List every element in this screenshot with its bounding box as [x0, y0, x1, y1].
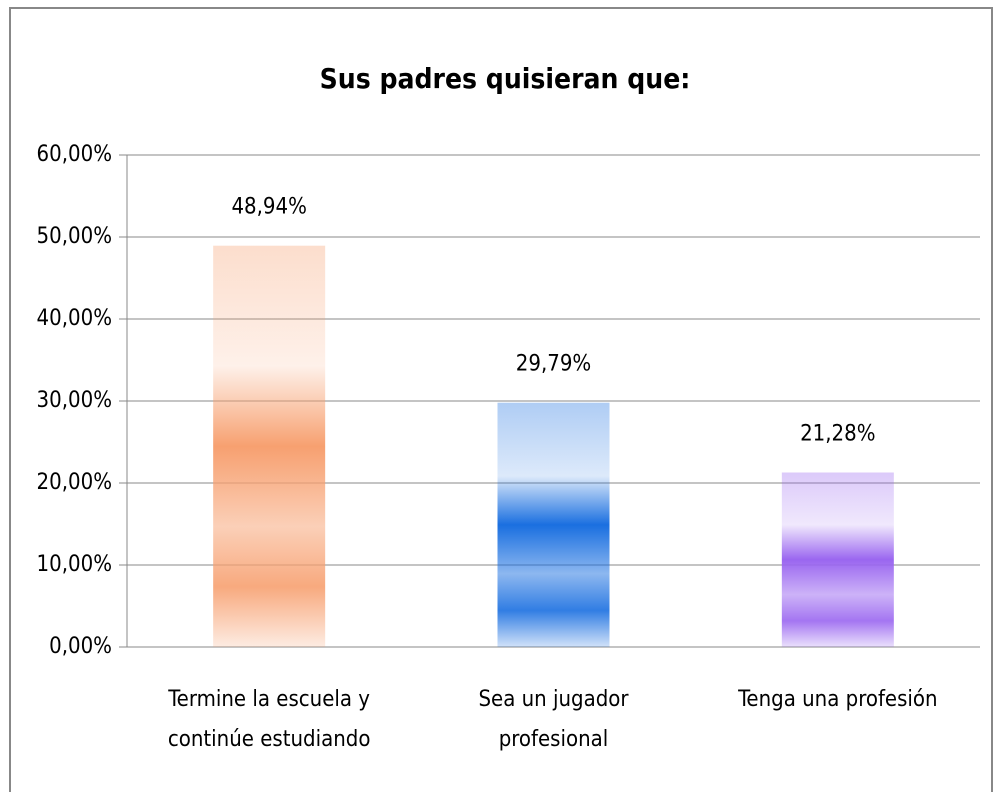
y-tick-label: 50,00% [37, 224, 112, 249]
bar [497, 402, 610, 647]
bar [213, 245, 326, 647]
frame [9, 7, 993, 792]
y-tick-label: 0,00% [49, 634, 112, 659]
x-tick-label: Tenga una profesión [738, 687, 938, 712]
y-tick-label: 30,00% [37, 388, 112, 413]
y-tick-label: 20,00% [37, 470, 112, 495]
y-tick-label: 10,00% [37, 552, 112, 577]
y-tick-label: 40,00% [37, 306, 112, 331]
value-label: 21,28% [800, 422, 875, 447]
x-tick-label: Sea un jugador profesional [478, 687, 629, 752]
y-tick-label: 60,00% [37, 142, 112, 167]
bar [781, 472, 894, 647]
value-label: 29,79% [516, 352, 591, 377]
x-tick-label: Termine la escuela y continúe estudiando [167, 687, 371, 752]
chart-title: Sus padres quisieran que: [320, 62, 691, 95]
value-label: 48,94% [231, 195, 306, 220]
